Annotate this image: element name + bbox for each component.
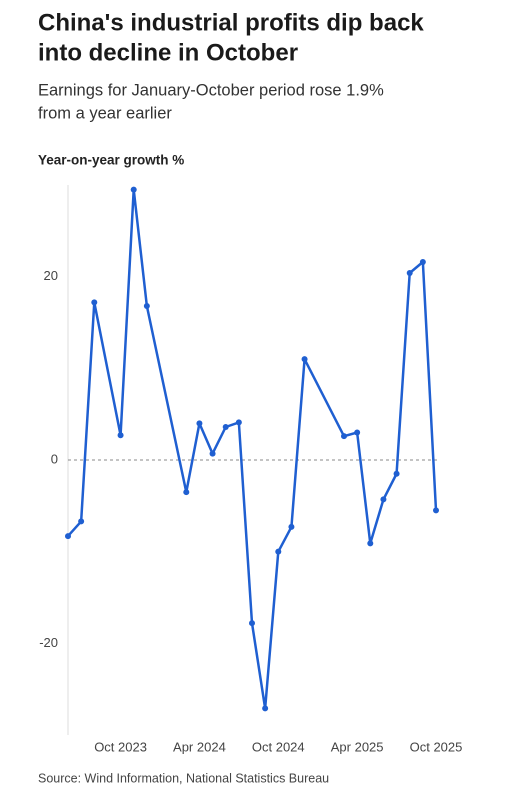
data-point <box>393 470 400 477</box>
data-point <box>143 303 150 309</box>
x-tick-label: Apr 2025 <box>331 739 384 754</box>
y-axis-label: Year-on-year growth % <box>38 153 184 168</box>
data-point <box>78 518 85 525</box>
data-point <box>65 533 71 540</box>
data-point <box>183 489 190 496</box>
data-point <box>235 419 242 426</box>
data-point <box>117 432 124 439</box>
data-point <box>262 705 269 712</box>
x-tick-label: Oct 2024 <box>252 739 305 754</box>
x-tick-label: Oct 2025 <box>410 739 463 754</box>
data-point <box>367 540 374 547</box>
series-line <box>67 188 438 710</box>
data-point <box>380 496 387 503</box>
x-tick-label: Apr 2024 <box>173 739 226 754</box>
data-point <box>209 450 216 457</box>
chart-title: China's industrial profits dip back <box>38 9 424 36</box>
y-tick-label: -20 <box>39 635 58 650</box>
data-point <box>222 424 229 430</box>
data-point <box>406 270 413 276</box>
data-point <box>354 429 361 436</box>
data-point <box>419 259 426 265</box>
chart-title: into decline in October <box>38 39 298 66</box>
data-point <box>91 299 98 306</box>
chart-subtitle: from a year earlier <box>38 104 172 122</box>
data-point <box>249 620 255 627</box>
source: Source: Wind Information, National Stati… <box>38 771 329 785</box>
y-tick-label: 20 <box>44 268 58 283</box>
data-point <box>288 523 295 530</box>
data-point <box>275 548 282 555</box>
data-point <box>301 356 308 363</box>
data-point <box>433 507 439 514</box>
data-point <box>196 420 203 427</box>
chart-subtitle: Earnings for January-October period rose… <box>38 81 384 99</box>
data-point <box>341 433 347 440</box>
x-tick-label: Oct 2023 <box>94 739 147 754</box>
data-point <box>130 186 137 193</box>
y-tick-label: 0 <box>51 451 58 466</box>
